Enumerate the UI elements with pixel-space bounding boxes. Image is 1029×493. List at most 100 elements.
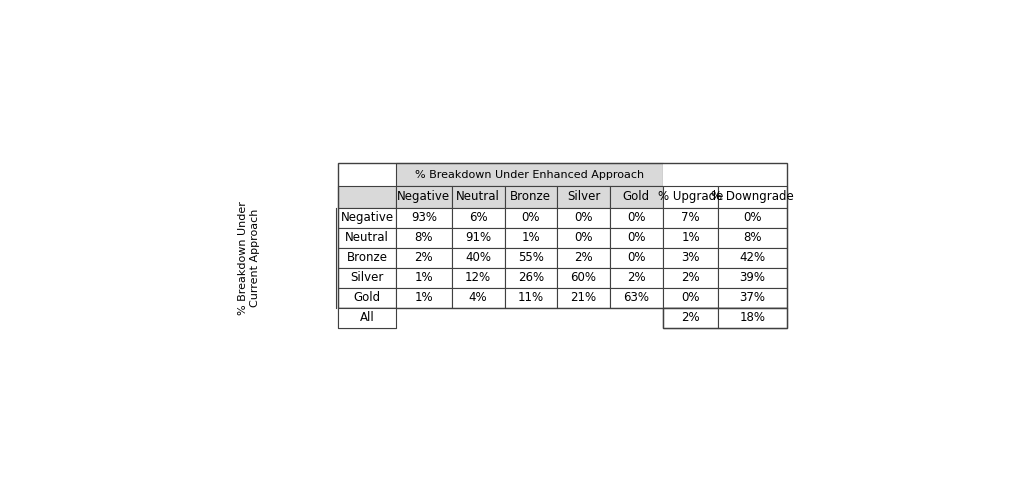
Text: 8%: 8% [415,231,433,245]
Bar [338,308,396,328]
Bar [718,186,786,208]
Text: % Breakdown Under Enhanced Approach: % Breakdown Under Enhanced Approach [415,170,644,179]
Text: 60%: 60% [570,271,597,284]
Bar [663,248,718,268]
Bar [338,163,396,186]
Bar [504,308,557,328]
Text: Bronze: Bronze [347,251,388,264]
Text: 37%: 37% [740,291,766,304]
Bar [718,308,786,328]
Text: % Downgrade: % Downgrade [711,190,794,204]
Text: 0%: 0% [522,211,540,224]
Bar [663,163,786,186]
Bar [557,208,610,228]
Text: 2%: 2% [574,251,593,264]
Bar [338,186,396,208]
Bar [504,248,557,268]
Bar [557,308,610,328]
Text: 18%: 18% [740,312,766,324]
Text: 1%: 1% [681,231,700,245]
Bar [338,228,396,248]
Bar [718,248,786,268]
Text: 63%: 63% [624,291,649,304]
Text: Gold: Gold [623,190,649,204]
Bar [452,228,504,248]
Bar [396,186,452,208]
Text: All: All [359,312,375,324]
Bar [452,268,504,288]
Bar [663,186,718,208]
Bar [557,288,610,308]
Bar [504,288,557,308]
Bar [504,268,557,288]
Bar [396,308,452,328]
Bar [557,248,610,268]
Text: 12%: 12% [465,271,491,284]
Bar [396,288,452,308]
Bar [504,186,557,208]
Text: 42%: 42% [740,251,766,264]
Text: 11%: 11% [518,291,544,304]
Text: 2%: 2% [681,312,700,324]
Bar [557,228,610,248]
Bar [718,308,786,328]
Bar [663,268,718,288]
Bar [610,208,663,228]
Bar [338,208,396,228]
Text: 40%: 40% [465,251,491,264]
Text: 6%: 6% [469,211,488,224]
Text: % Breakdown Under
Current Approach: % Breakdown Under Current Approach [238,201,259,315]
Text: Silver: Silver [567,190,600,204]
Bar [396,248,452,268]
Text: 0%: 0% [574,231,593,245]
Bar [396,208,452,228]
Bar [610,308,663,328]
Bar [718,288,786,308]
Text: Bronze: Bronze [510,190,552,204]
Bar [504,228,557,248]
Bar [610,228,663,248]
Text: 21%: 21% [570,291,597,304]
Bar [663,308,786,328]
Text: 39%: 39% [740,271,766,284]
Text: 1%: 1% [415,271,433,284]
Text: 0%: 0% [681,291,700,304]
Bar [663,308,718,328]
Text: 55%: 55% [518,251,543,264]
Bar [396,228,452,248]
Text: 4%: 4% [469,291,488,304]
Text: 3%: 3% [681,251,700,264]
Bar [610,248,663,268]
Bar [718,228,786,248]
Text: Gold: Gold [353,291,381,304]
Bar [504,208,557,228]
Bar [610,288,663,308]
Bar [610,186,663,208]
Text: 0%: 0% [627,251,645,264]
Text: 26%: 26% [518,271,544,284]
Text: 0%: 0% [627,231,645,245]
Bar [452,308,504,328]
Bar [452,248,504,268]
Text: Neutral: Neutral [456,190,500,204]
Text: 0%: 0% [627,211,645,224]
Text: 91%: 91% [465,231,491,245]
Bar [663,228,718,248]
Bar [338,288,396,308]
Text: % Upgrade: % Upgrade [658,190,723,204]
Bar [338,308,396,328]
Text: Neutral: Neutral [345,231,389,245]
Bar [557,186,610,208]
Text: 8%: 8% [743,231,761,245]
Bar [452,288,504,308]
Text: 2%: 2% [627,271,645,284]
Bar [610,268,663,288]
Bar [663,288,718,308]
Text: 2%: 2% [415,251,433,264]
Text: Negative: Negative [397,190,451,204]
Text: 0%: 0% [743,211,761,224]
Bar [663,208,718,228]
Text: 1%: 1% [522,231,540,245]
Text: Negative: Negative [341,211,393,224]
Bar [396,268,452,288]
